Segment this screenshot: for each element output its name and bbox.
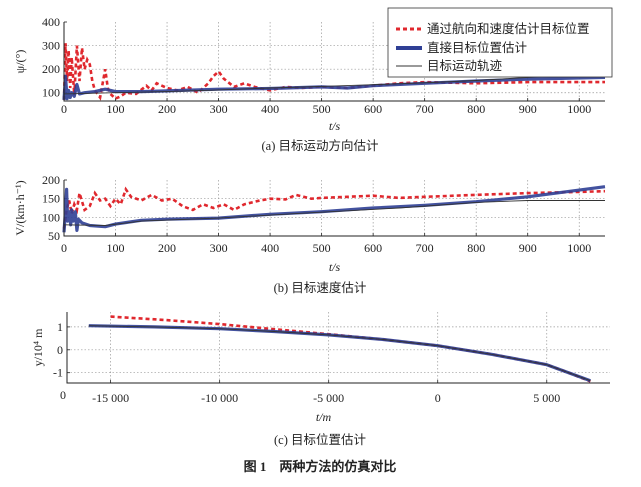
x-axis-label: t/s bbox=[329, 260, 341, 274]
x-tick-label: -15 000 bbox=[92, 391, 129, 405]
chart-position: -15 000 -10 000 -5 000 0 5 000 -1 0 1 t/m y/10⁴ m… bbox=[31, 312, 610, 447]
x-tick-label: -5 000 bbox=[313, 391, 344, 405]
chart-heading-direction: 0 100 200 300 400 500 600 700 800 900 100010020030… bbox=[13, 15, 606, 153]
legend-label: 通过航向和速度估计目标位置 bbox=[427, 21, 590, 36]
x-tick-label: 600 bbox=[364, 241, 382, 255]
x-tick-label: 700 bbox=[416, 102, 434, 116]
series-line-direct-position-estimate bbox=[62, 74, 606, 101]
x-tick-label: 600 bbox=[364, 102, 382, 116]
axes bbox=[63, 22, 605, 102]
y-tick-label: 50 bbox=[48, 229, 60, 243]
x-tick-label: 300 bbox=[210, 102, 228, 116]
x-tick-label: 500 bbox=[313, 241, 331, 255]
x-tick-label: 0 bbox=[61, 102, 67, 116]
x-tick-label: 1000 bbox=[567, 241, 591, 255]
legend-label: 直接目标位置估计 bbox=[427, 40, 527, 55]
x-tick-label: 700 bbox=[416, 241, 434, 255]
panel-caption: (c) 目标位置估计 bbox=[274, 432, 366, 447]
x-tick-label: 1000 bbox=[567, 102, 591, 116]
x-tick-label: 900 bbox=[519, 241, 537, 255]
legend-box bbox=[387, 7, 613, 78]
series-line-target-trajectory bbox=[88, 325, 591, 382]
axes bbox=[66, 312, 610, 384]
x-tick-label: 300 bbox=[210, 241, 228, 255]
x-tick-label: 5 000 bbox=[533, 391, 560, 405]
legend-label: 目标运动轨迹 bbox=[427, 59, 503, 73]
x-tick-label: 500 bbox=[313, 102, 331, 116]
x-axis-label: t/m bbox=[316, 410, 332, 424]
y-tick-label: 1 bbox=[57, 320, 63, 334]
x-axis-label: t/s bbox=[329, 119, 341, 133]
x-tick-label: 200 bbox=[158, 102, 176, 116]
origin-label: 0 bbox=[60, 388, 66, 402]
legend: 通过航向和速度估计目标位置 直接目标位置估计 目标运动轨迹 bbox=[387, 7, 613, 78]
x-tick-label: 100 bbox=[107, 241, 125, 255]
figure-title: 图 1 两种方法的仿真对比 bbox=[244, 459, 397, 474]
x-tick-label: 800 bbox=[467, 102, 485, 116]
x-tick-label: -10 000 bbox=[201, 391, 238, 405]
y-axis-label: V/(km·h⁻¹) bbox=[13, 180, 27, 235]
y-tick-label: 300 bbox=[42, 39, 60, 53]
y-tick-label: -1 bbox=[53, 366, 63, 380]
y-tick-label: 200 bbox=[42, 173, 60, 187]
y-tick-label: 200 bbox=[42, 62, 60, 76]
chart-speed: 0 100 200 300 400 500 600 700 800 900 1000 50 100 150… bbox=[13, 173, 606, 295]
y-tick-label: 150 bbox=[42, 192, 60, 206]
y-axis-label: y/10⁴ m bbox=[31, 328, 45, 367]
x-tick-label: 400 bbox=[261, 241, 279, 255]
series-line-heading-speed-estimate bbox=[62, 186, 606, 229]
axes bbox=[63, 180, 605, 237]
x-tick-label: 0 bbox=[435, 391, 441, 405]
panel-caption: (b) 目标速度估计 bbox=[274, 280, 367, 295]
series-line-direct-position-estimate bbox=[62, 185, 606, 233]
series-line-target-trajectory bbox=[63, 200, 605, 226]
y-tick-label: 0 bbox=[57, 343, 63, 357]
x-tick-label: 900 bbox=[519, 102, 537, 116]
y-tick-label: 100 bbox=[42, 86, 60, 100]
x-tick-label: 800 bbox=[467, 241, 485, 255]
x-tick-label: 200 bbox=[158, 241, 176, 255]
x-tick-label: 100 bbox=[107, 102, 125, 116]
panel-caption: (a) 目标运动方向估计 bbox=[262, 138, 379, 153]
y-tick-label: 100 bbox=[42, 210, 60, 224]
x-tick-label: 400 bbox=[261, 102, 279, 116]
series-line-target-trajectory bbox=[63, 72, 606, 95]
x-tick-label: 0 bbox=[61, 241, 67, 255]
y-tick-label: 400 bbox=[42, 15, 60, 29]
y-axis-label: ψ/(°) bbox=[13, 50, 27, 74]
